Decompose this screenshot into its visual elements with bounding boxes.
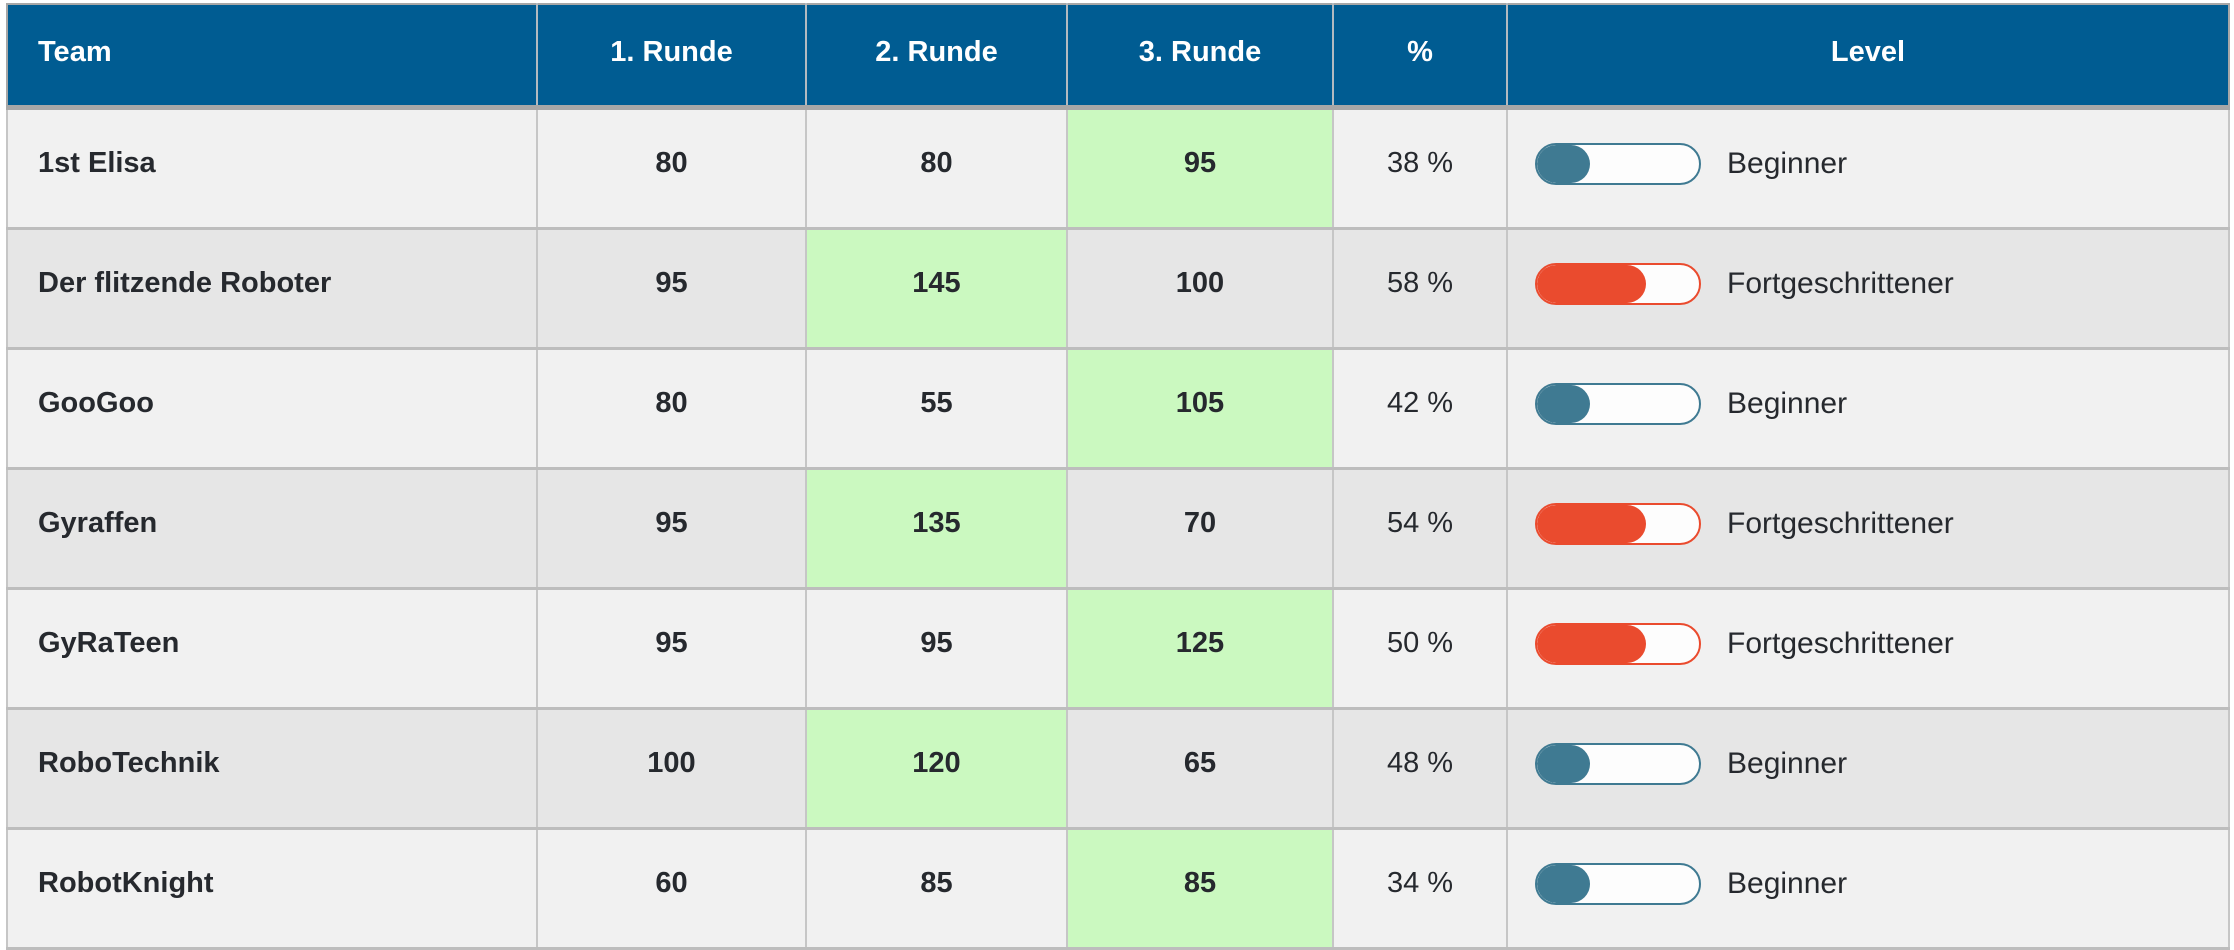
round-score-cell: 95	[1066, 106, 1334, 230]
team-name-cell: RobotKnight	[6, 827, 538, 950]
level-label: Beginner	[1727, 146, 1848, 180]
level-cell: Beginner	[1506, 106, 2230, 230]
level-toggle[interactable]	[1535, 262, 1701, 305]
percent-cell: 50 %	[1332, 587, 1508, 710]
level-cell: Beginner	[1506, 347, 2230, 470]
percent-cell: 58 %	[1332, 227, 1508, 350]
toggle-knob	[1537, 864, 1591, 903]
round-score-cell: 100	[536, 707, 807, 830]
team-name-cell: Gyraffen	[6, 467, 538, 590]
table-row: GooGoo 80 55 105 42 % Beginner	[6, 347, 2230, 470]
round-score-cell: 65	[1066, 707, 1334, 830]
level-label: Fortgeschrittener	[1727, 506, 1954, 540]
column-header-percent: %	[1332, 4, 1507, 110]
level-label: Fortgeschrittener	[1727, 266, 1954, 300]
level-cell: Fortgeschrittener	[1506, 467, 2230, 590]
toggle-knob	[1537, 504, 1646, 543]
percent-cell: 38 %	[1332, 106, 1508, 230]
level-cell: Fortgeschrittener	[1506, 587, 2230, 710]
level-indicator: Beginner	[1535, 382, 2228, 425]
team-name-cell: GyRaTeen	[6, 587, 538, 710]
table-row: Der flitzende Roboter 95 145 100 58 % Fortges…	[6, 227, 2230, 350]
table-row: RobotKnight 60 85 85 34 % Beginner	[6, 827, 2230, 950]
column-header-round-3: 3. Runde	[1066, 4, 1333, 110]
round-score-cell: 95	[536, 587, 807, 710]
percent-cell: 48 %	[1332, 707, 1508, 830]
round-score-cell: 105	[1066, 347, 1334, 470]
round-score-cell: 100	[1066, 227, 1334, 350]
round-score-cell: 80	[536, 106, 807, 230]
table-body: 1st Elisa 80 80 95 38 % Beginner Der flitzende…	[6, 106, 2230, 950]
level-cell: Fortgeschrittener	[1506, 227, 2230, 350]
round-score-cell: 135	[805, 467, 1068, 590]
round-score-cell: 145	[805, 227, 1068, 350]
level-cell: Beginner	[1506, 707, 2230, 830]
level-toggle[interactable]	[1535, 382, 1701, 425]
level-toggle[interactable]	[1535, 142, 1701, 185]
column-header-level: Level	[1506, 4, 2229, 110]
round-score-cell: 85	[1066, 827, 1334, 950]
table-row: GyRaTeen 95 95 125 50 % Fortgeschrittener	[6, 587, 2230, 710]
level-label: Beginner	[1727, 746, 1848, 780]
toggle-knob	[1537, 264, 1646, 303]
level-label: Beginner	[1727, 866, 1848, 900]
toggle-knob	[1537, 144, 1591, 183]
header-row: Team 1. Runde 2. Runde 3. Runde % Level	[7, 4, 2229, 110]
level-indicator: Beginner	[1535, 862, 2228, 905]
level-toggle[interactable]	[1535, 862, 1701, 905]
round-score-cell: 120	[805, 707, 1068, 830]
toggle-knob	[1537, 384, 1591, 423]
level-toggle[interactable]	[1535, 502, 1701, 545]
round-score-cell: 95	[536, 227, 807, 350]
level-cell: Beginner	[1506, 827, 2230, 950]
round-score-cell: 55	[805, 347, 1068, 470]
round-score-cell: 125	[1066, 587, 1334, 710]
level-toggle[interactable]	[1535, 742, 1701, 785]
table-row: RoboTechnik 100 120 65 48 % Beginner	[6, 707, 2230, 830]
round-score-cell: 80	[536, 347, 807, 470]
level-label: Beginner	[1727, 386, 1848, 420]
column-header-round-1: 1. Runde	[536, 4, 806, 110]
team-name-cell: Der flitzende Roboter	[6, 227, 538, 350]
percent-cell: 54 %	[1332, 467, 1508, 590]
team-name-cell: 1st Elisa	[6, 106, 538, 230]
percent-cell: 42 %	[1332, 347, 1508, 470]
percent-cell: 34 %	[1332, 827, 1508, 950]
level-indicator: Fortgeschrittener	[1535, 622, 2228, 665]
round-score-cell: 80	[805, 106, 1068, 230]
team-name-cell: RoboTechnik	[6, 707, 538, 830]
round-score-cell: 60	[536, 827, 807, 950]
table-row: 1st Elisa 80 80 95 38 % Beginner	[6, 106, 2230, 230]
toggle-knob	[1537, 744, 1591, 783]
team-name-cell: GooGoo	[6, 347, 538, 470]
level-indicator: Beginner	[1535, 742, 2228, 785]
column-header-round-2: 2. Runde	[805, 4, 1067, 110]
column-header-team: Team	[7, 4, 537, 110]
level-label: Fortgeschrittener	[1727, 626, 1954, 660]
results-table: Team 1. Runde 2. Runde 3. Runde % Level …	[6, 3, 2230, 950]
round-score-cell: 70	[1066, 467, 1334, 590]
table-row: Gyraffen 95 135 70 54 % Fortgeschrittener	[6, 467, 2230, 590]
level-toggle[interactable]	[1535, 622, 1701, 665]
round-score-cell: 95	[536, 467, 807, 590]
table-header: Team 1. Runde 2. Runde 3. Runde % Level	[7, 4, 2229, 110]
level-indicator: Fortgeschrittener	[1535, 502, 2228, 545]
level-indicator: Fortgeschrittener	[1535, 262, 2228, 305]
round-score-cell: 85	[805, 827, 1068, 950]
level-indicator: Beginner	[1535, 142, 2228, 185]
toggle-knob	[1537, 624, 1646, 663]
round-score-cell: 95	[805, 587, 1068, 710]
